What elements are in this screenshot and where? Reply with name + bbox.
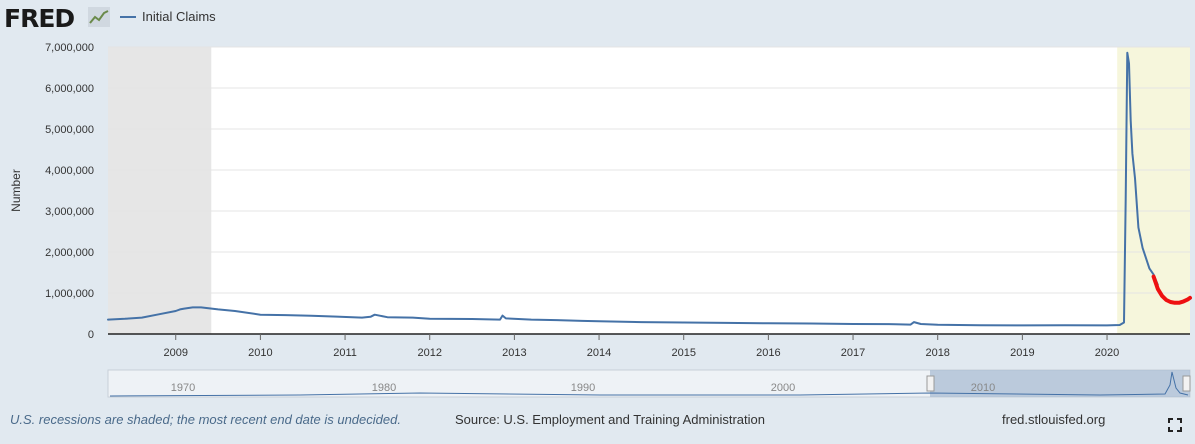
recession-band	[108, 47, 212, 334]
navigator-label: 2000	[771, 382, 795, 394]
y-tick-label: 5,000,000	[45, 124, 94, 136]
chart-legend[interactable]: Initial Claims	[120, 9, 216, 24]
y-tick-label: 2,000,000	[45, 247, 94, 259]
y-tick-label: 4,000,000	[45, 165, 94, 177]
fred-logo[interactable]: FRED	[4, 4, 75, 33]
x-tick-label: 2011	[333, 347, 357, 359]
y-tick-label: 0	[88, 329, 94, 341]
chart-logo-icon	[88, 7, 110, 27]
x-tick-label: 2009	[163, 347, 187, 359]
x-tick-label: 2012	[417, 347, 441, 359]
header: FRED Initial Claims	[0, 0, 1195, 36]
recession-footnote: U.S. recessions are shaded; the most rec…	[10, 412, 401, 427]
navigator-label: 2010	[971, 382, 995, 394]
legend-swatch	[120, 15, 136, 18]
x-tick-label: 2014	[587, 347, 611, 359]
navigator-label: 1970	[171, 382, 195, 394]
y-tick-label: 1,000,000	[45, 288, 94, 300]
x-tick-label: 2010	[248, 347, 272, 359]
x-tick-label: 2019	[1010, 347, 1034, 359]
series-line-highlight	[1151, 274, 1192, 305]
navigator-selection	[930, 370, 1190, 397]
recession-band	[1117, 47, 1190, 334]
site-link[interactable]: fred.stlouisfed.org	[1002, 412, 1106, 427]
series-line-initial-claims	[107, 51, 1159, 327]
fullscreen-icon[interactable]	[1168, 418, 1182, 432]
chart-area[interactable]: 0 1,000,000 2,000,000 3,000,000 4,000,000 5,0…	[0, 0, 1195, 405]
navigator-label: 1990	[571, 382, 595, 394]
y-tick-label: 6,000,000	[45, 83, 94, 95]
x-tick-label: 2017	[841, 347, 865, 359]
legend-label: Initial Claims	[142, 9, 216, 24]
navigator-series	[109, 371, 1189, 397]
x-tick-label: 2020	[1095, 347, 1119, 359]
x-tick-label: 2015	[671, 347, 695, 359]
footer: U.S. recessions are shaded; the most rec…	[0, 412, 1195, 432]
y-axis-label: Number	[9, 169, 23, 212]
x-tick-label: 2018	[925, 347, 949, 359]
y-tick-label: 3,000,000	[45, 206, 94, 218]
source-text: Source: U.S. Employment and Training Adm…	[455, 412, 765, 427]
navigator-label: 1980	[372, 382, 396, 394]
y-tick-label: 7,000,000	[45, 42, 94, 54]
navigator-handle-right[interactable]	[1182, 375, 1191, 392]
navigator-handle-left[interactable]	[926, 375, 935, 392]
plot-background	[108, 47, 1190, 334]
x-tick-label: 2013	[502, 347, 526, 359]
x-tick-label: 2016	[756, 347, 780, 359]
